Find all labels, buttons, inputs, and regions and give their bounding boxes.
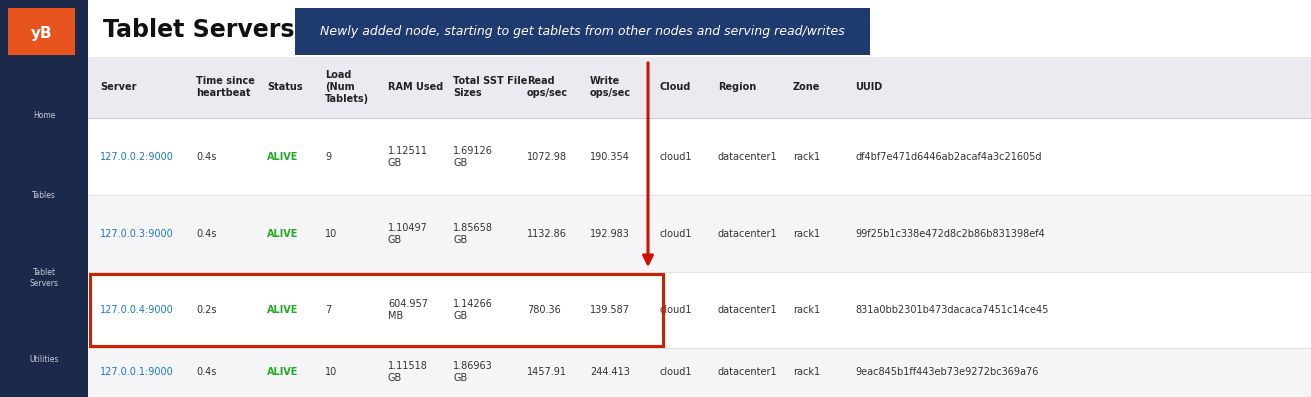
Text: Time since
heartbeat: Time since heartbeat [197,77,254,98]
Text: datacenter1: datacenter1 [718,367,777,377]
Text: Newly added node, starting to get tablets from other nodes and serving read/writ: Newly added node, starting to get tablet… [320,25,844,38]
Text: Home: Home [33,110,55,119]
Text: cloud1: cloud1 [659,305,692,315]
Text: 1.85658
GB: 1.85658 GB [454,223,493,245]
Text: datacenter1: datacenter1 [718,305,777,315]
Text: 1.86963
GB: 1.86963 GB [454,361,493,383]
Bar [88,118,1311,195]
Text: Cloud: Cloud [659,83,691,93]
Text: 192.983: 192.983 [590,229,629,239]
Text: 1072.98: 1072.98 [527,152,566,162]
Text: 1132.86: 1132.86 [527,229,566,239]
Text: 127.0.0.1:9000: 127.0.0.1:9000 [100,367,174,377]
Text: Region: Region [718,83,756,93]
Text: Write
ops/sec: Write ops/sec [590,77,631,98]
Text: 127.0.0.2:9000: 127.0.0.2:9000 [100,152,174,162]
Text: datacenter1: datacenter1 [718,229,777,239]
Bar [8,8,75,55]
Text: rack1: rack1 [793,305,821,315]
Text: cloud1: cloud1 [659,229,692,239]
Text: 1.10497
GB: 1.10497 GB [388,223,427,245]
Text: 9: 9 [325,152,332,162]
Text: 10: 10 [325,367,337,377]
Text: 1.11518
GB: 1.11518 GB [388,361,427,383]
Text: Tablet Servers: Tablet Servers [104,18,295,42]
Text: 0.2s: 0.2s [197,305,216,315]
Text: 604.957
MB: 604.957 MB [388,299,427,321]
Text: cloud1: cloud1 [659,152,692,162]
Bar [88,57,1311,118]
Text: 9eac845b1ff443eb73e9272bc369a76: 9eac845b1ff443eb73e9272bc369a76 [855,367,1038,377]
Text: rack1: rack1 [793,367,821,377]
Text: Tables: Tables [31,191,56,200]
Text: 0.4s: 0.4s [197,229,216,239]
Text: 0.4s: 0.4s [197,152,216,162]
Text: 831a0bb2301b473dacaca7451c14ce45: 831a0bb2301b473dacaca7451c14ce45 [855,305,1049,315]
Text: df4bf7e471d6446ab2acaf4a3c21605d: df4bf7e471d6446ab2acaf4a3c21605d [855,152,1041,162]
Text: 7: 7 [325,305,332,315]
Text: 99f25b1c338e472d8c2b86b831398ef4: 99f25b1c338e472d8c2b86b831398ef4 [855,229,1045,239]
Text: 1457.91: 1457.91 [527,367,566,377]
Text: ALIVE: ALIVE [267,229,299,239]
Text: Utilities: Utilities [29,355,59,364]
Text: ALIVE: ALIVE [267,367,299,377]
Text: UUID: UUID [855,83,882,93]
Text: cloud1: cloud1 [659,367,692,377]
Text: rack1: rack1 [793,152,821,162]
Text: 0.4s: 0.4s [197,367,216,377]
Text: 1.69126
GB: 1.69126 GB [454,146,493,168]
Text: yB: yB [30,26,52,41]
Text: 127.0.0.4:9000: 127.0.0.4:9000 [100,305,174,315]
Text: Status: Status [267,83,303,93]
Bar [88,272,1311,348]
Text: ALIVE: ALIVE [267,305,299,315]
Text: 780.36: 780.36 [527,305,561,315]
Text: 244.413: 244.413 [590,367,629,377]
Text: 190.354: 190.354 [590,152,629,162]
Text: Tablet
Servers: Tablet Servers [30,268,59,288]
Bar [90,274,663,346]
Text: 1.12511
GB: 1.12511 GB [388,146,427,168]
Text: Load
(Num
Tablets): Load (Num Tablets) [325,71,370,104]
Text: Read
ops/sec: Read ops/sec [527,77,568,98]
Text: Total SST File
Sizes: Total SST File Sizes [454,77,527,98]
Text: 10: 10 [325,229,337,239]
Text: 127.0.0.3:9000: 127.0.0.3:9000 [100,229,174,239]
Text: rack1: rack1 [793,229,821,239]
Text: Zone: Zone [793,83,821,93]
Bar [0,0,88,397]
Bar [88,348,1311,397]
Text: datacenter1: datacenter1 [718,152,777,162]
Text: RAM Used: RAM Used [388,83,443,93]
Bar [295,8,871,55]
Text: 1.14266
GB: 1.14266 GB [454,299,493,321]
Text: 139.587: 139.587 [590,305,631,315]
Text: Server: Server [100,83,136,93]
Bar [88,195,1311,272]
Text: ALIVE: ALIVE [267,152,299,162]
